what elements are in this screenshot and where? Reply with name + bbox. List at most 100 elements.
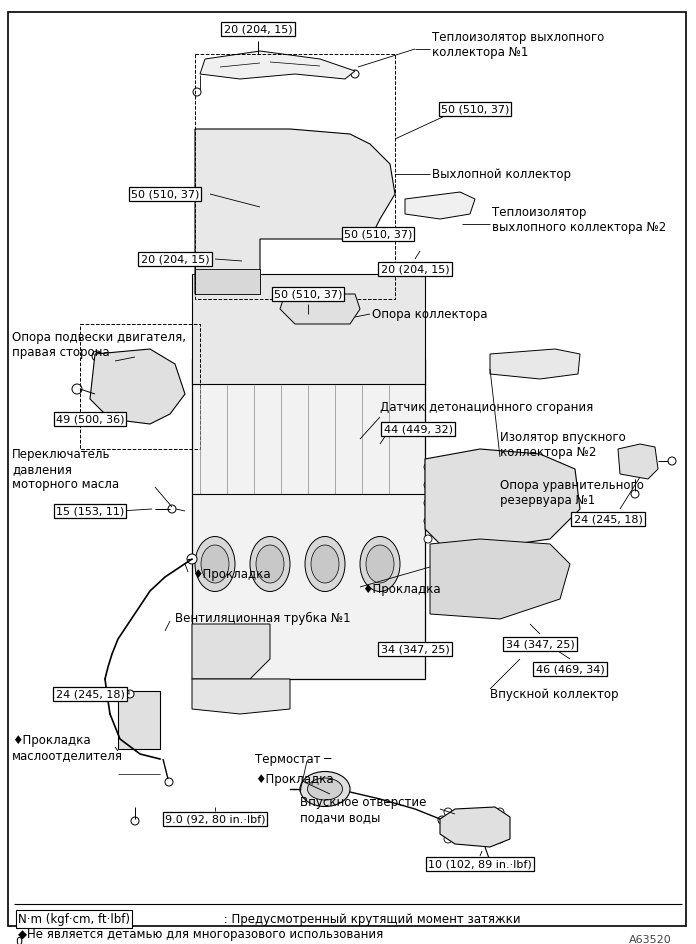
Polygon shape — [430, 539, 570, 619]
Circle shape — [239, 169, 251, 181]
Circle shape — [424, 481, 432, 490]
Text: 0: 0 — [15, 936, 22, 944]
Circle shape — [517, 571, 533, 587]
Text: 20 (204, 15): 20 (204, 15) — [141, 255, 209, 264]
Circle shape — [501, 358, 509, 365]
Text: Опора подвески двигателя,
правая сторона: Опора подвески двигателя, правая сторона — [12, 330, 186, 359]
Circle shape — [224, 169, 236, 181]
Ellipse shape — [427, 469, 443, 480]
Circle shape — [644, 451, 652, 460]
Circle shape — [424, 464, 432, 471]
Bar — [192, 275, 425, 384]
Circle shape — [424, 499, 432, 508]
Ellipse shape — [360, 537, 400, 592]
Text: Впускное отверстие
подачи воды: Впускное отверстие подачи воды — [300, 795, 427, 823]
Text: 24 (245, 18): 24 (245, 18) — [56, 689, 125, 700]
Bar — [118, 691, 160, 750]
Polygon shape — [192, 680, 290, 715]
Polygon shape — [490, 349, 580, 379]
Text: 20 (204, 15): 20 (204, 15) — [223, 25, 292, 35]
Circle shape — [295, 305, 305, 314]
Ellipse shape — [311, 546, 339, 583]
Circle shape — [131, 818, 139, 825]
Polygon shape — [425, 449, 580, 549]
Circle shape — [444, 808, 452, 817]
Circle shape — [193, 89, 201, 97]
Text: A63520: A63520 — [629, 934, 672, 944]
Circle shape — [335, 305, 345, 314]
Circle shape — [424, 535, 432, 544]
Circle shape — [168, 505, 176, 514]
Text: 34 (347, 25): 34 (347, 25) — [381, 645, 450, 654]
Text: 10 (102, 89 in.·lbf): 10 (102, 89 in.·lbf) — [428, 859, 532, 869]
Text: 50 (510, 37): 50 (510, 37) — [441, 105, 509, 115]
Text: Изолятор впускного
коллектора №2: Изолятор впускного коллектора №2 — [500, 430, 626, 459]
Text: Датчик детонационного сгорания: Датчик детонационного сгорания — [380, 401, 593, 414]
Polygon shape — [90, 349, 185, 425]
Text: 50 (510, 37): 50 (510, 37) — [344, 229, 412, 240]
Polygon shape — [405, 193, 475, 220]
Circle shape — [125, 379, 145, 399]
Circle shape — [214, 640, 242, 668]
Circle shape — [668, 458, 676, 465]
Text: 15 (153, 11): 15 (153, 11) — [56, 507, 124, 516]
Circle shape — [482, 571, 498, 587]
Text: 9.0 (92, 80 in.·lbf): 9.0 (92, 80 in.·lbf) — [165, 814, 265, 824]
Text: ♦Прокладка
маслоотделителя: ♦Прокладка маслоотделителя — [12, 733, 123, 761]
Circle shape — [444, 835, 452, 843]
Ellipse shape — [300, 771, 350, 806]
Text: 20 (204, 15): 20 (204, 15) — [381, 264, 450, 275]
Ellipse shape — [195, 537, 235, 592]
Ellipse shape — [366, 546, 394, 583]
Text: Теплоизолятор
выхлопного коллектора №2: Теплоизолятор выхлопного коллектора №2 — [492, 206, 666, 234]
Text: ♦Прокладка: ♦Прокладка — [362, 582, 441, 596]
Polygon shape — [440, 807, 510, 847]
Text: N·m (kgf·cm, ft·lbf): N·m (kgf·cm, ft·lbf) — [18, 913, 130, 925]
Circle shape — [223, 279, 230, 286]
Ellipse shape — [308, 778, 342, 801]
Polygon shape — [280, 295, 360, 325]
Ellipse shape — [256, 546, 284, 583]
Text: 44 (449, 32): 44 (449, 32) — [383, 425, 452, 434]
Text: 24 (245, 18): 24 (245, 18) — [574, 514, 642, 525]
Polygon shape — [195, 270, 260, 295]
Circle shape — [221, 648, 235, 662]
Circle shape — [438, 817, 446, 824]
Text: Вентиляционная трубка №1: Вентиляционная трубка №1 — [175, 611, 351, 624]
Circle shape — [187, 554, 197, 565]
Circle shape — [351, 71, 359, 79]
Text: Термостат ─: Термостат ─ — [255, 752, 331, 766]
Polygon shape — [195, 130, 395, 295]
Text: Опора коллектора: Опора коллектора — [372, 308, 487, 321]
Circle shape — [496, 808, 504, 817]
Ellipse shape — [427, 523, 443, 533]
Text: 49 (500, 36): 49 (500, 36) — [56, 414, 125, 425]
Ellipse shape — [427, 487, 443, 497]
Text: 34 (347, 25): 34 (347, 25) — [505, 639, 574, 649]
Bar — [192, 360, 425, 680]
Circle shape — [72, 384, 82, 395]
Circle shape — [457, 194, 464, 200]
Text: 50 (510, 37): 50 (510, 37) — [131, 190, 199, 200]
Text: ◆Не является детамью для многоразового использования: ◆Не является детамью для многоразового и… — [18, 928, 383, 940]
Circle shape — [486, 860, 494, 868]
Text: Выхлопной коллектор: Выхлопной коллектор — [432, 168, 571, 181]
Circle shape — [623, 456, 631, 464]
Text: Переключатель
давления
моторного масла: Переключатель давления моторного масла — [12, 448, 119, 491]
Circle shape — [411, 201, 418, 209]
Circle shape — [496, 835, 504, 843]
Circle shape — [130, 384, 140, 395]
Text: Впускной коллектор: Впускной коллектор — [490, 688, 619, 700]
Text: : Предусмотренный крутящий момент затяжки: : Предусмотренный крутящий момент затяжк… — [220, 913, 521, 925]
Circle shape — [207, 279, 214, 286]
Ellipse shape — [201, 546, 229, 583]
Ellipse shape — [305, 537, 345, 592]
Ellipse shape — [427, 505, 443, 515]
Circle shape — [92, 351, 102, 362]
Circle shape — [631, 491, 639, 498]
Circle shape — [556, 354, 564, 362]
Circle shape — [469, 821, 481, 834]
Text: ♦Прокладка: ♦Прокладка — [192, 568, 271, 581]
Circle shape — [424, 517, 432, 526]
Text: 46 (469, 34): 46 (469, 34) — [536, 665, 604, 674]
